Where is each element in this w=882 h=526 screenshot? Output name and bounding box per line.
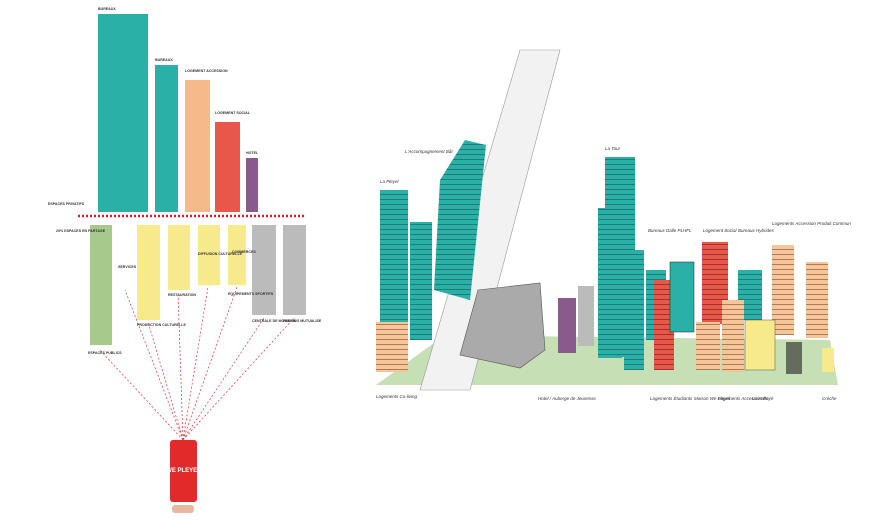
label: HOTEL: [246, 151, 259, 155]
building-label: La Tour: [605, 146, 621, 151]
shape: [744, 319, 776, 371]
label: EQUIPEMENTS SPORTIFS: [228, 292, 274, 296]
shape: [722, 300, 744, 372]
label: LOGEMENT SOCIAL: [215, 111, 251, 115]
shape: [822, 348, 834, 372]
label: 20% ESPACES EN PARTAGE: [56, 229, 106, 233]
shape: [90, 225, 112, 345]
shape: [578, 286, 594, 346]
shape: [283, 225, 306, 315]
shape: [558, 298, 576, 353]
shape: [654, 280, 674, 370]
shape: [419, 49, 561, 391]
shape: [786, 342, 802, 374]
shape: [376, 322, 408, 372]
shape: [696, 322, 720, 370]
shape: [459, 282, 546, 369]
shape: [168, 225, 190, 290]
label: ESPACES PUBLICS: [88, 351, 122, 355]
site-axonometry: La Pleyel L'Accompagnement Bât La Tour B…: [376, 49, 851, 401]
shape: [410, 222, 432, 340]
shape: [669, 261, 695, 333]
building-label: Crèche: [822, 396, 837, 401]
label: SERVICES: [118, 265, 137, 269]
shape: [185, 80, 210, 212]
building-label: La Pleyel: [380, 179, 400, 184]
shape: [155, 65, 178, 212]
building-label: Bureaux Dalle PLHFL: [648, 228, 692, 233]
label: RESTAURATION: [168, 293, 196, 297]
building-label: Hotel / Auberge de Jeunesse: [538, 396, 596, 401]
shape: [380, 190, 408, 340]
shape: [806, 262, 828, 338]
program-diagram: BUREAUX BUREAUX LOGEMENT ACCESSION LOGEM…: [48, 7, 322, 513]
shape: [228, 225, 246, 285]
shape: [99, 286, 295, 441]
label: CENTRALE DE MOBILITE: [252, 319, 296, 323]
shape: [215, 122, 240, 212]
label: COMMERCES: [232, 250, 256, 254]
building-label: Logement Social: [703, 228, 738, 233]
shape: [98, 14, 148, 212]
building-label: Logements Étudiants: [650, 395, 693, 401]
shape: [434, 140, 486, 300]
building-label: Maison We Pleyel: [694, 396, 731, 401]
building-label: Logements Accession Produit Commun: [772, 221, 851, 226]
shape: [137, 225, 160, 320]
shape: [772, 245, 794, 335]
building-label: L'Accompagnement Bât: [405, 149, 453, 154]
label: DIFFUSION CULTURELLE: [198, 252, 243, 256]
shape: [246, 158, 258, 212]
building-label: Logements Accession Payé: [718, 396, 774, 401]
label: BUREAUX: [98, 7, 116, 11]
label: PARKING MUTUALISE: [283, 319, 322, 323]
shape: [624, 250, 644, 370]
building-label: La Halle: [752, 396, 769, 401]
app-name: WE PLEYEL: [166, 468, 201, 474]
building-label: Bureaux Hybrides: [738, 228, 775, 233]
label: BUREAUX: [155, 58, 173, 62]
label: LOGEMENT ACCESSION: [185, 69, 228, 73]
label: ESPACES PRIVATIFS: [48, 202, 85, 206]
shape: [170, 440, 197, 502]
shape: [252, 225, 276, 315]
label: PRODUCTION CULTURELLE: [137, 323, 186, 327]
building-label: Logements Co-living: [376, 394, 418, 399]
shape: [172, 505, 194, 513]
shape: [198, 225, 220, 285]
